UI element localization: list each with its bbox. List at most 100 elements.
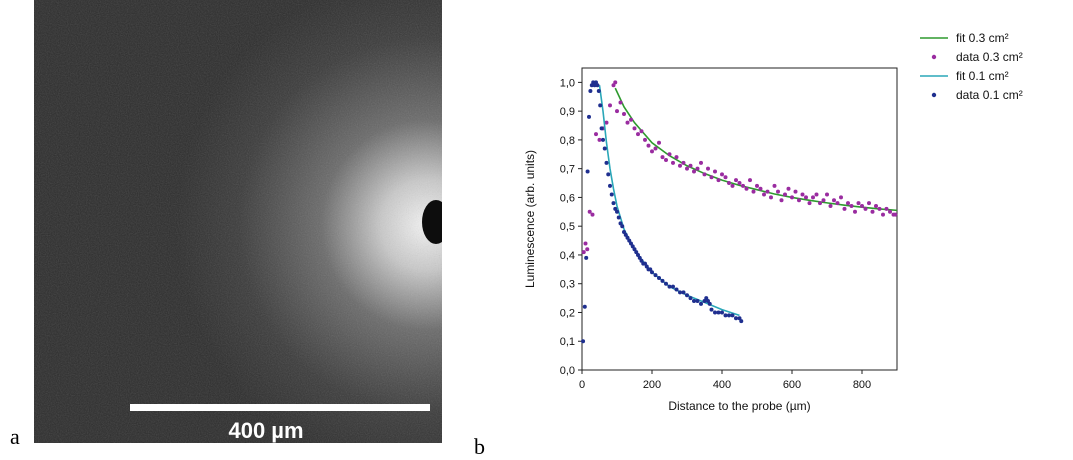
data-point-data-0-3-cm xyxy=(611,83,616,88)
data-point-data-0-1-cm xyxy=(681,290,686,295)
data-point-data-0-1-cm xyxy=(657,275,661,280)
series-line-fit-0-3-cm xyxy=(614,87,898,212)
legend-label-fit-0-3-cm: fit 0.3 cm² xyxy=(956,31,1009,45)
data-point-data-0-3-cm xyxy=(604,120,609,125)
data-point-data-0-3-cm xyxy=(790,195,794,200)
y-tick-label: 0,0 xyxy=(560,365,575,377)
data-point-data-0-3-cm xyxy=(828,204,833,209)
data-point-data-0-3-cm xyxy=(643,137,647,142)
data-point-data-0-3-cm xyxy=(737,181,742,186)
data-point-data-0-3-cm xyxy=(597,137,602,142)
data-point-data-0-1-cm xyxy=(653,273,658,278)
x-tick-label: 800 xyxy=(853,379,871,391)
data-point-data-0-3-cm xyxy=(625,120,630,125)
data-point-data-0-3-cm xyxy=(667,152,672,157)
data-point-data-0-1-cm xyxy=(601,137,605,142)
data-point-data-0-3-cm xyxy=(751,189,756,194)
data-point-data-0-3-cm xyxy=(814,192,819,197)
data-point-data-0-1-cm xyxy=(695,298,700,303)
data-point-data-0-3-cm xyxy=(713,169,717,174)
x-tick-label: 400 xyxy=(713,379,731,391)
data-point-data-0-3-cm xyxy=(835,201,840,206)
probe-tip xyxy=(422,200,442,244)
data-point-data-0-3-cm xyxy=(674,155,679,160)
data-point-data-0-3-cm xyxy=(622,112,626,117)
data-point-data-0-3-cm xyxy=(657,140,661,145)
data-point-data-0-3-cm xyxy=(706,166,710,171)
data-point-data-0-3-cm xyxy=(870,209,875,214)
panel-label-a: a xyxy=(10,424,20,449)
data-point-data-0-1-cm xyxy=(648,267,653,272)
y-tick-label: 0,3 xyxy=(560,279,575,291)
data-point-data-0-1-cm xyxy=(723,313,728,318)
data-point-data-0-3-cm xyxy=(849,204,854,209)
data-point-data-0-3-cm xyxy=(590,212,595,217)
data-point-data-0-3-cm xyxy=(699,160,703,165)
legend-label-data-0-3-cm: data 0.3 cm² xyxy=(956,50,1023,64)
data-point-data-0-3-cm xyxy=(832,198,836,203)
data-point-data-0-3-cm xyxy=(720,172,724,177)
data-point-data-0-3-cm xyxy=(636,132,640,137)
data-point-data-0-3-cm xyxy=(839,195,843,200)
data-point-data-0-1-cm xyxy=(582,304,587,309)
data-point-data-0-3-cm xyxy=(783,192,787,197)
data-point-data-0-1-cm xyxy=(627,238,632,243)
data-point-data-0-1-cm xyxy=(634,250,639,255)
data-point-data-0-3-cm xyxy=(723,175,728,180)
luminescence-chart: 0 200 400 600 800 0,0 0,1 0,2 0,3 0,4 0,5 0,6 0,7 0,8… xyxy=(523,31,1023,413)
data-point-data-0-1-cm xyxy=(618,221,623,226)
data-point-data-0-3-cm xyxy=(893,212,898,217)
data-point-data-0-3-cm xyxy=(881,212,885,217)
data-point-data-0-3-cm xyxy=(618,100,623,105)
data-point-data-0-3-cm xyxy=(734,178,738,183)
y-tick-label: 0,1 xyxy=(560,336,575,348)
data-point-data-0-3-cm xyxy=(692,169,696,174)
data-point-data-0-1-cm xyxy=(678,290,682,295)
data-point-data-0-3-cm xyxy=(779,198,784,203)
data-point-data-0-3-cm xyxy=(867,201,871,206)
data-point-data-0-3-cm xyxy=(853,209,857,214)
data-point-data-0-3-cm xyxy=(671,160,675,165)
data-point-data-0-1-cm xyxy=(616,215,621,220)
data-point-data-0-3-cm xyxy=(818,201,822,206)
plot-frame xyxy=(581,67,898,371)
data-point-data-0-1-cm xyxy=(739,319,744,324)
data-point-data-0-1-cm xyxy=(595,83,600,88)
legend-swatch-data-0-1-cm xyxy=(931,92,937,98)
data-point-data-0-1-cm xyxy=(596,89,601,94)
data-point-data-0-3-cm xyxy=(860,204,864,209)
data-point-data-0-1-cm xyxy=(639,258,644,263)
series-line-fit-0-1-cm xyxy=(598,85,740,317)
data-point-data-0-1-cm xyxy=(620,224,625,229)
data-point-data-0-1-cm xyxy=(730,313,735,318)
data-point-data-0-1-cm xyxy=(602,146,607,151)
data-point-data-0-3-cm xyxy=(646,143,651,148)
panel-label-b: b xyxy=(474,434,485,459)
data-point-data-0-3-cm xyxy=(594,132,598,137)
data-point-data-0-3-cm xyxy=(716,178,721,183)
data-point-data-0-3-cm xyxy=(748,178,752,183)
data-point-data-0-1-cm xyxy=(606,172,611,177)
data-point-data-0-3-cm xyxy=(825,192,829,197)
data-point-data-0-3-cm xyxy=(730,183,735,188)
scale-bar-label: 400 µm xyxy=(228,418,303,443)
data-point-data-0-3-cm xyxy=(874,204,878,209)
data-point-data-0-1-cm xyxy=(716,310,721,315)
data-point-data-0-1-cm xyxy=(650,270,654,275)
scale-bar xyxy=(130,404,430,411)
data-point-data-0-3-cm xyxy=(660,155,665,160)
data-point-data-0-1-cm xyxy=(585,169,590,174)
data-point-data-0-1-cm xyxy=(598,103,603,108)
data-point-data-0-3-cm xyxy=(741,183,745,188)
data-point-data-0-3-cm xyxy=(888,209,892,214)
y-tick-label: 0,8 xyxy=(560,135,575,147)
data-point-data-0-3-cm xyxy=(678,163,682,168)
data-point-data-0-3-cm xyxy=(639,129,644,134)
y-tick-label: 0,2 xyxy=(560,307,575,319)
data-point-data-0-3-cm xyxy=(755,183,759,188)
y-tick-label: 0,6 xyxy=(560,192,575,204)
data-point-data-0-1-cm xyxy=(623,232,628,237)
data-point-data-0-1-cm xyxy=(667,284,672,289)
data-point-data-0-1-cm xyxy=(632,247,637,252)
data-point-data-0-3-cm xyxy=(821,198,826,203)
